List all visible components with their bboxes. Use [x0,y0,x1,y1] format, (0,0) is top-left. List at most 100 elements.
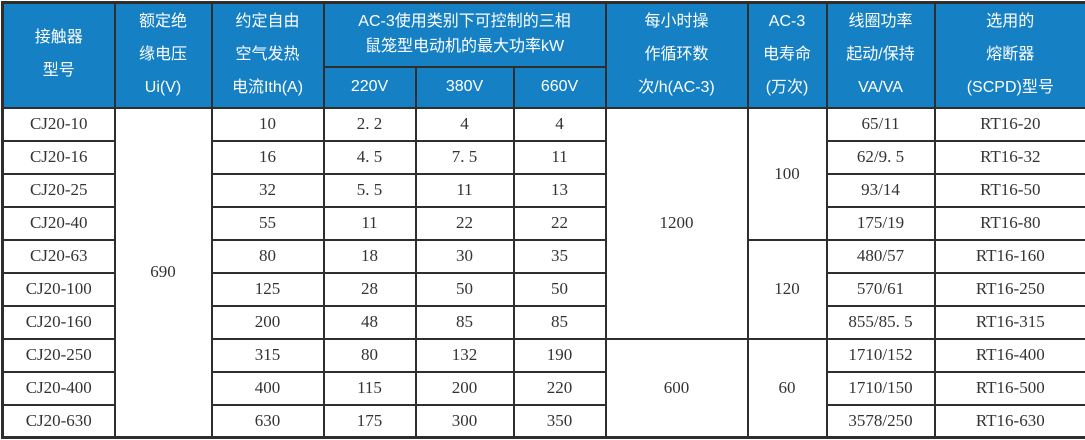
cell-electrical-life: 100 [746,106,828,241]
cell-max-power-220v: 5. 5 [322,172,417,208]
cell-thermal-current: 16 [210,139,325,175]
cell-cycles-per-hour: 600 [604,337,749,439]
col-header-operating-cycles-per-hour: 每小时操 作循环数 次/h(AC-3) [604,1,749,109]
cell-thermal-current: 200 [210,304,325,340]
cell-max-power-660v: 350 [512,403,607,439]
cell-max-power-220v: 175 [322,403,417,439]
cell-fuse-model: RT16-50 [933,172,1085,208]
cell-model: CJ20-40 [1,205,116,241]
cell-fuse-model: RT16-400 [933,337,1085,373]
cell-max-power-660v: 13 [512,172,607,208]
cell-coil-power: 93/14 [825,172,936,208]
cell-cycles-per-hour: 1200 [604,106,749,340]
table-row: CJ20-100 125 28 50 50 570/61 RT16-250 [1,271,1085,307]
cell-model: CJ20-250 [1,337,116,373]
col-header-rated-insulation-voltage: 额定绝 缘电压 Ui(V) [113,1,213,109]
cell-coil-power: 175/19 [825,205,936,241]
cell-max-power-220v: 48 [322,304,417,340]
cell-electrical-life: 120 [746,238,828,340]
cell-fuse-model: RT16-500 [933,370,1085,406]
col-header-fuse-scpd-model: 选用的 熔断器 (SCPD)型号 [933,1,1085,109]
cell-max-power-380v: 7. 5 [414,139,515,175]
cell-max-power-380v: 50 [414,271,515,307]
table-header: 接触器 型号 额定绝 缘电压 Ui(V) 约定自由 空气发热 电流Ith(A) AC-… [1,1,1085,109]
table-body: CJ20-10 690 10 2. 2 4 4 1200 100 65/11 RT16-20 CJ2… [1,106,1085,439]
cell-model: CJ20-10 [1,106,116,142]
cell-model: CJ20-630 [1,403,116,439]
cell-model: CJ20-63 [1,238,116,274]
header-row: 接触器 型号 额定绝 缘电压 Ui(V) 约定自由 空气发热 电流Ith(A) AC-… [1,1,1085,109]
cell-fuse-model: RT16-160 [933,238,1085,274]
cell-max-power-380v: 11 [414,172,515,208]
cell-coil-power: 1710/150 [825,370,936,406]
cell-coil-power: 480/57 [825,238,936,274]
cell-max-power-380v: 30 [414,238,515,274]
cell-fuse-model: RT16-80 [933,205,1085,241]
cell-fuse-model: RT16-32 [933,139,1085,175]
cell-model: CJ20-16 [1,139,116,175]
table-row: CJ20-400 400 115 200 220 1710/150 RT16-500 [1,370,1085,406]
cell-model: CJ20-25 [1,172,116,208]
cell-max-power-220v: 18 [322,238,417,274]
table-row: CJ20-250 315 80 132 190 600 60 1710/152 RT16-400 [1,337,1085,439]
cell-max-power-220v: 2. 2 [322,106,417,142]
cell-max-power-660v: 50 [512,271,607,307]
table-row: CJ20-160 200 48 85 85 855/85. 5 RT16-315 [1,304,1085,340]
cell-fuse-model: RT16-250 [933,271,1085,307]
cell-coil-power: 855/85. 5 [825,304,936,340]
cell-thermal-current: 55 [210,205,325,241]
table-row: CJ20-630 630 175 300 350 3578/250 RT16-630 [1,403,1085,439]
col-header-conventional-thermal-current: 约定自由 空气发热 电流Ith(A) [210,1,325,109]
cell-max-power-380v: 132 [414,337,515,373]
cell-max-power-660v: 4 [512,106,607,142]
cell-thermal-current: 32 [210,172,325,208]
col-header-660v: 660V [512,65,607,109]
col-header-contactor-model: 接触器 型号 [1,1,116,109]
cell-max-power-660v: 85 [512,304,607,340]
cell-max-power-380v: 22 [414,205,515,241]
col-header-220v: 220V [322,65,417,109]
cell-max-power-660v: 22 [512,205,607,241]
cell-model: CJ20-100 [1,271,116,307]
cell-thermal-current: 630 [210,403,325,439]
cell-coil-power: 65/11 [825,106,936,142]
cell-max-power-220v: 11 [322,205,417,241]
cell-thermal-current: 125 [210,271,325,307]
cell-fuse-model: RT16-20 [933,106,1085,142]
cell-max-power-380v: 85 [414,304,515,340]
cell-coil-power: 1710/152 [825,337,936,373]
cell-coil-power: 62/9. 5 [825,139,936,175]
cell-max-power-660v: 190 [512,337,607,373]
cell-max-power-220v: 28 [322,271,417,307]
cell-fuse-model: RT16-315 [933,304,1085,340]
cell-electrical-life: 60 [746,337,828,439]
col-header-ac3-max-motor-power: AC-3使用类别下可控制的三相 鼠笼型电动机的最大功率kW [322,1,607,68]
cell-max-power-380v: 300 [414,403,515,439]
cell-max-power-220v: 4. 5 [322,139,417,175]
cell-model: CJ20-160 [1,304,116,340]
cell-model: CJ20-400 [1,370,116,406]
cell-thermal-current: 315 [210,337,325,373]
cell-fuse-model: RT16-630 [933,403,1085,439]
col-header-ac3-electrical-life: AC-3 电寿命 (万次) [746,1,828,109]
cell-thermal-current: 10 [210,106,325,142]
cell-max-power-220v: 115 [322,370,417,406]
cell-rated-insulation-voltage: 690 [113,106,213,439]
cell-max-power-660v: 220 [512,370,607,406]
table-row: CJ20-16 16 4. 5 7. 5 11 62/9. 5 RT16-32 [1,139,1085,175]
col-header-coil-power-start-hold: 线圈功率 起动/保持 VA/VA [825,1,936,109]
table-row: CJ20-63 80 18 30 35 120 480/57 RT16-160 [1,238,1085,340]
cell-max-power-220v: 80 [322,337,417,373]
cell-coil-power: 570/61 [825,271,936,307]
cell-max-power-660v: 35 [512,238,607,274]
table-row: CJ20-40 55 11 22 22 175/19 RT16-80 [1,205,1085,241]
table-row: CJ20-10 690 10 2. 2 4 4 1200 100 65/11 RT16-20 [1,106,1085,439]
cell-thermal-current: 400 [210,370,325,406]
cell-max-power-380v: 200 [414,370,515,406]
cell-coil-power: 3578/250 [825,403,936,439]
table-row: CJ20-25 32 5. 5 11 13 93/14 RT16-50 [1,172,1085,208]
cell-max-power-380v: 4 [414,106,515,142]
cell-max-power-660v: 11 [512,139,607,175]
cell-thermal-current: 80 [210,238,325,274]
